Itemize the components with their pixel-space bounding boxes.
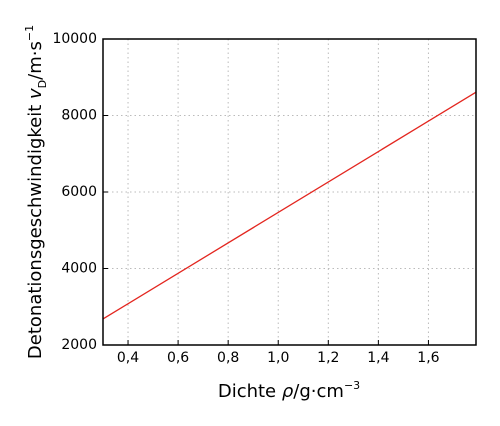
x-axis-label: Dichte ρ/g·cm−3 [218, 379, 360, 403]
x-tick-label: 0,8 [217, 350, 239, 366]
y-axis-label-part: D [36, 80, 49, 88]
y-axis-label-part: Detonationsgeschwindigkeit [25, 99, 46, 359]
line [102, 91, 477, 320]
x-tick-label: 1,4 [367, 350, 389, 366]
y-axis-label: Detonationsgeschwindigkeit vD/m·s−1 [23, 25, 49, 359]
x-tick-label: 0,4 [117, 350, 139, 366]
y-tick-label: 6000 [61, 184, 97, 200]
y-tick-label: 2000 [61, 337, 97, 353]
y-axis-label-part: −1 [23, 25, 36, 41]
x-tick-label: 0,6 [167, 350, 189, 366]
x-tick-label: 1,0 [267, 350, 289, 366]
x-tick-label: 1,2 [317, 350, 339, 366]
plot-frame [102, 38, 477, 346]
x-axis-label-part: −3 [344, 379, 360, 392]
y-tick-label: 4000 [61, 261, 97, 277]
y-tick-label: 8000 [61, 108, 97, 124]
y-axis-label-part: v [25, 88, 46, 99]
y-tick-label: 10000 [52, 31, 97, 47]
x-axis-label-part: Dichte [218, 381, 282, 402]
x-axis-label-part: ρ [282, 381, 294, 402]
y-axis-label-part: /m·s [25, 41, 46, 80]
x-tick-label: 1,6 [417, 350, 439, 366]
x-axis-label-part: /g·cm [293, 381, 344, 402]
